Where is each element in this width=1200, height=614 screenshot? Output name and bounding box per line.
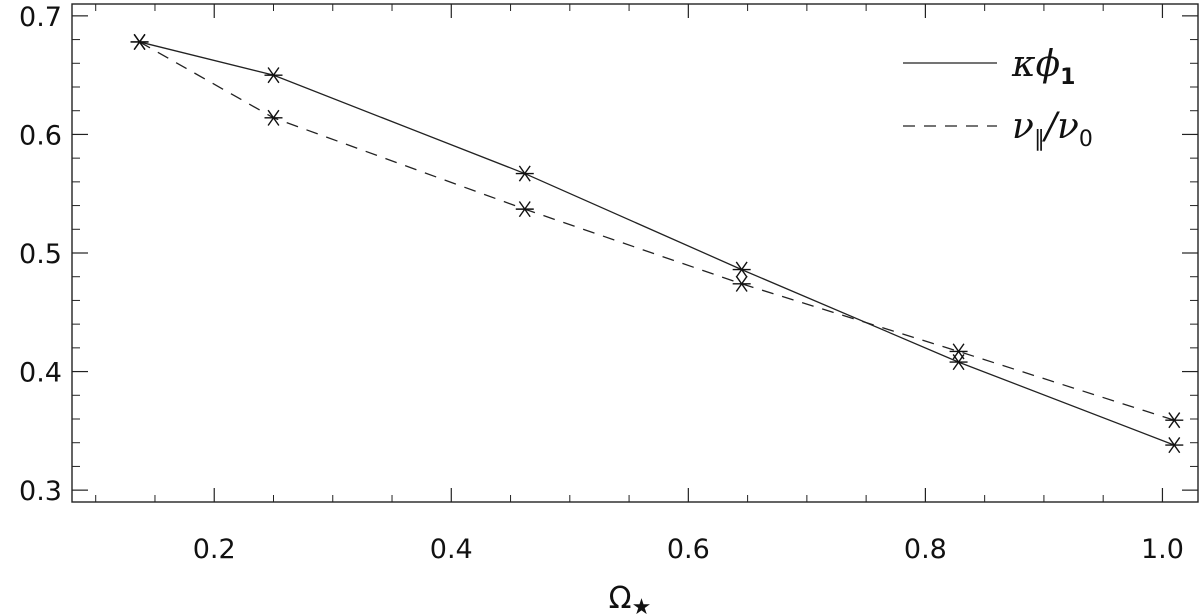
x-axis-title: Ω★ [609, 581, 652, 614]
x-tick-label: 0.6 [667, 534, 710, 565]
data-point-marker [264, 67, 283, 84]
x-tick-label: 0.4 [430, 534, 473, 565]
legend-label-1: κϕ1 [1011, 44, 1075, 90]
x-tick-label: 0.8 [904, 534, 947, 565]
x-tick-label: 1.0 [1141, 534, 1184, 565]
data-point-marker [1165, 412, 1184, 429]
series-markers [130, 33, 1184, 454]
data-point-marker [264, 109, 283, 126]
data-point-marker [130, 33, 149, 50]
x-tick-labels: 0.2 0.4 0.6 0.8 1.0 [193, 534, 1184, 565]
legend-label-2: ν∥/ν0 [1012, 106, 1093, 152]
series-line-2 [139, 41, 1175, 421]
data-point-marker [515, 201, 534, 218]
x-tick-label: 0.2 [193, 534, 236, 565]
series-line-1 [139, 41, 1175, 446]
y-tick-label: 0.3 [19, 476, 62, 507]
axis-ticks [72, 4, 1198, 502]
legend: κϕ1 ν∥/ν0 [903, 44, 1093, 152]
y-tick-labels: 0.3 0.4 0.5 0.6 0.7 [19, 2, 62, 507]
data-point-marker [1165, 437, 1184, 454]
y-tick-label: 0.5 [19, 239, 62, 270]
y-tick-label: 0.6 [19, 120, 62, 151]
data-point-marker [732, 261, 751, 278]
series-lines [139, 41, 1175, 446]
data-point-marker [515, 165, 534, 182]
data-point-marker [949, 354, 968, 371]
data-point-marker [949, 343, 968, 360]
data-point-marker [732, 275, 751, 292]
y-tick-label: 0.4 [19, 358, 62, 389]
y-tick-label: 0.7 [19, 2, 62, 33]
